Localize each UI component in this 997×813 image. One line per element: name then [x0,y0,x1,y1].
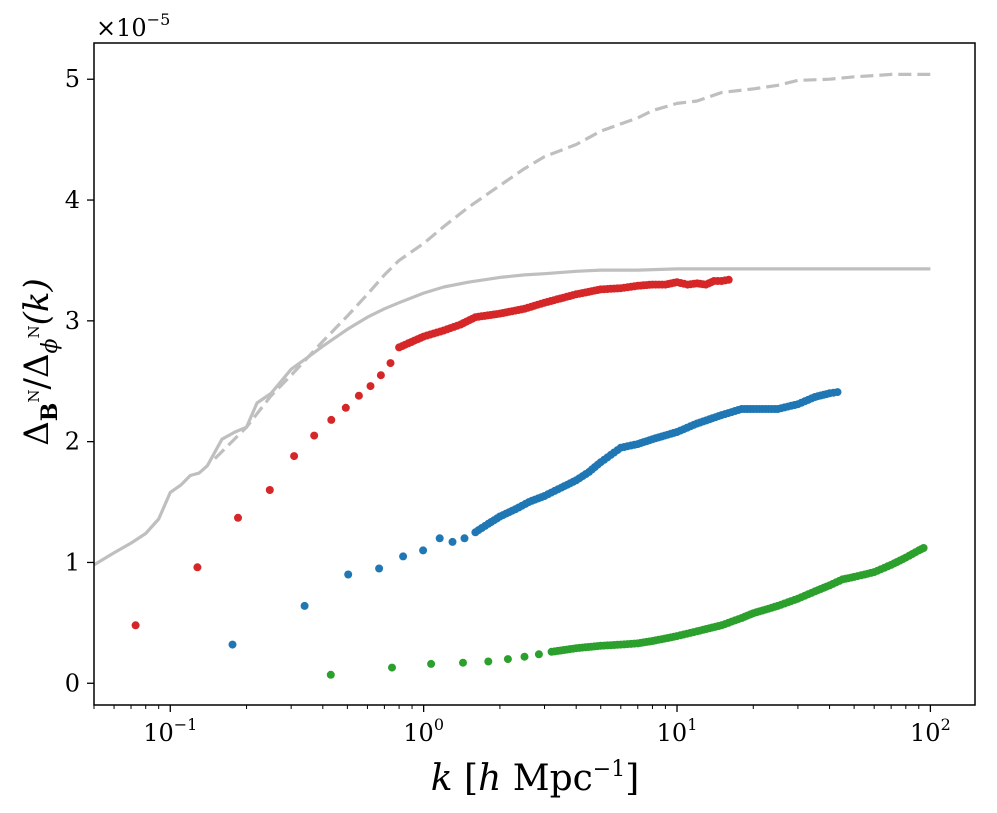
y-tick-label: 5 [65,65,80,93]
point-red [131,621,140,630]
y-tick-label: 1 [65,548,80,576]
point-green [919,544,928,552]
point-green [388,663,396,672]
x-tick-label: 101 [657,715,698,747]
point-red [354,391,363,400]
point-red [341,403,350,412]
x-tick-label: 102 [910,715,951,747]
point-blue [375,564,384,573]
point-blue [228,640,237,649]
point-red [376,371,385,380]
point-red [327,415,336,424]
point-red [386,359,395,368]
point-blue [344,570,353,579]
point-blue [833,388,842,397]
point-green [427,659,436,668]
point-blue [435,534,444,543]
point-green [326,670,335,679]
y-axis-title: ΔBN/ΔϕN(k) [17,278,63,446]
point-red [193,563,202,572]
point-green [534,650,543,659]
point-green [459,658,467,667]
line-theory-solid [93,267,931,567]
point-blue [399,552,408,561]
y-axis-multiplier: ×10−5 [96,10,170,42]
point-green [520,652,529,661]
x-axis-title: k [h Mpc−1] [431,757,640,799]
point-red [290,452,299,461]
point-red [366,382,375,391]
x-tick-label: 10−1 [143,715,197,747]
point-red [724,275,733,284]
point-blue [300,601,309,610]
point-blue [448,537,457,546]
x-axis: 10−1 100 101 102 [93,705,951,747]
y-tick-label: 0 [65,669,80,697]
point-blue [419,546,428,555]
y-tick-label: 4 [65,186,80,214]
point-red [234,513,242,522]
point-red [265,486,274,494]
line-theory-dashed [213,72,931,460]
y-tick-label: 3 [65,307,80,335]
y-tick-label: 2 [65,428,80,456]
point-red [310,431,319,440]
y-axis: 0 1 2 3 4 5 [65,65,94,697]
x-tick-label: 100 [403,715,444,747]
axes-frame [93,42,976,706]
plot-area [93,72,931,679]
point-green [484,657,493,666]
point-green [503,655,512,664]
point-blue [460,534,469,543]
